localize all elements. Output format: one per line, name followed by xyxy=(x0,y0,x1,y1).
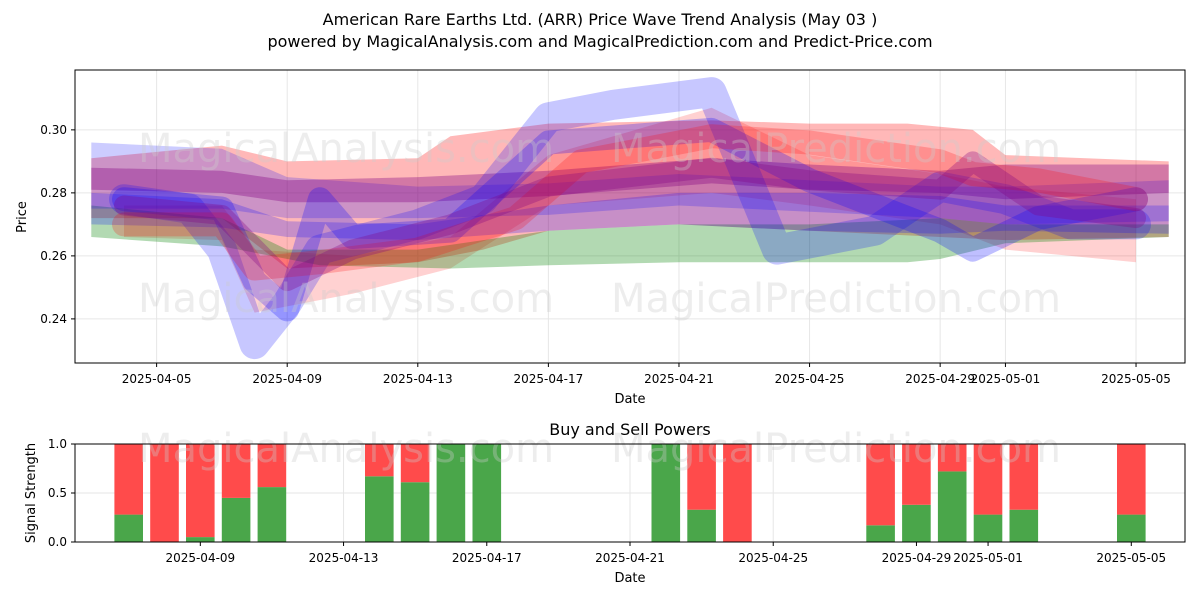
blue-trend-band xyxy=(91,142,1169,225)
buy-power-bar xyxy=(400,482,430,542)
buy-power-bar xyxy=(866,525,895,542)
buy-power-bar xyxy=(472,444,502,542)
watermark-magicalanalysis-bottom: MagicalAnalysis.com xyxy=(138,426,554,472)
buy-sell-panel: Buy and Sell Powers MagicalAnalysis.com … xyxy=(24,420,1186,586)
buy-power-bar xyxy=(687,509,716,542)
sell-power-bar xyxy=(973,444,1003,515)
sell-power-bar xyxy=(400,444,430,483)
chart-title-line1: American Rare Earths Ltd. (ARR) Price Wa… xyxy=(323,10,878,29)
buy-power-bar xyxy=(221,497,251,542)
signal-x-axis-label: Date xyxy=(614,571,645,586)
price-x-tick-label: 2025-04-05 xyxy=(122,372,192,386)
signal-x-tick-label: 2025-04-25 xyxy=(738,551,808,565)
sell-power-bar xyxy=(365,444,394,477)
signal-y-tick-label: 1.0 xyxy=(48,437,67,451)
buy-power-bar xyxy=(436,444,466,542)
chart-title-line2: powered by MagicalAnalysis.com and Magic… xyxy=(267,32,932,51)
watermark-magicalprediction-top: MagicalPrediction.com xyxy=(611,126,1061,172)
price-y-tick-label: 0.24 xyxy=(40,312,67,326)
watermark-magicalanalysis-top: MagicalAnalysis.com xyxy=(138,126,554,172)
signal-y-tick-label: 0.5 xyxy=(48,486,67,500)
blue-trend-band xyxy=(91,192,1169,241)
price-x-tick-label: 2025-04-21 xyxy=(644,372,714,386)
price-x-tick-label: 2025-05-01 xyxy=(971,372,1041,386)
blue-wave-line xyxy=(112,117,1148,322)
price-y-tick-label: 0.26 xyxy=(40,249,67,263)
sell-power-bar xyxy=(221,444,251,498)
signal-x-tick-label: 2025-04-17 xyxy=(452,551,522,565)
blue-wave-line xyxy=(109,77,1151,360)
price-axes: 2025-04-05 2025-04-09 2025-04-13 2025-04-17… xyxy=(40,123,1171,386)
price-y-axis-label: Price xyxy=(15,201,30,233)
signal-axes: 2025-04-09 2025-04-13 2025-04-17 2025-04-21… xyxy=(48,437,1166,565)
buy-power-bar xyxy=(1117,514,1146,542)
sell-power-bar xyxy=(150,444,179,542)
buy-power-bar xyxy=(257,487,287,542)
watermark-magicalprediction-mid: MagicalPrediction.com xyxy=(611,276,1061,322)
price-grid xyxy=(75,70,1185,363)
buy-power-bar xyxy=(114,514,143,542)
signal-x-tick-label: 2025-04-29 xyxy=(882,551,952,565)
sell-power-bar xyxy=(257,444,287,488)
buy-power-bar xyxy=(651,444,681,542)
signal-x-tick-label: 2025-05-01 xyxy=(953,551,1023,565)
price-plot-background xyxy=(75,70,1185,363)
price-x-tick-label: 2025-04-17 xyxy=(514,372,584,386)
red-trend-band xyxy=(91,120,1169,269)
signal-x-tick-label: 2025-04-13 xyxy=(309,551,379,565)
price-wave-panel: MagicalAnalysis.com MagicalPrediction.co… xyxy=(15,69,1186,407)
watermark-magicalprediction-bottom: MagicalPrediction.com xyxy=(611,426,1061,472)
green-trend-band xyxy=(91,205,1169,269)
sell-power-bar xyxy=(186,444,215,538)
buy-power-bar xyxy=(937,471,967,542)
sell-power-bar xyxy=(723,444,752,542)
sell-power-bar xyxy=(1009,444,1039,510)
buy-power-bar xyxy=(973,514,1003,542)
sell-power-bar xyxy=(937,444,967,472)
price-x-tick-label: 2025-05-05 xyxy=(1101,372,1171,386)
purple-wave-line xyxy=(114,151,1146,292)
buy-power-bar xyxy=(1009,509,1039,542)
purple-trend-band xyxy=(91,158,1169,203)
price-x-tick-label: 2025-04-13 xyxy=(383,372,453,386)
buy-power-bar xyxy=(902,504,931,542)
sell-power-bar xyxy=(114,444,143,515)
signal-y-axis-label: Signal Strength xyxy=(24,443,39,543)
price-y-tick-label: 0.30 xyxy=(40,123,67,137)
red-trend-band xyxy=(124,107,1136,313)
buy-power-bar xyxy=(365,476,394,542)
red-wave-line xyxy=(112,124,1148,281)
sell-power-bar xyxy=(1117,444,1146,515)
signal-x-tick-label: 2025-05-05 xyxy=(1096,551,1166,565)
price-y-tick-label: 0.28 xyxy=(40,186,67,200)
price-x-tick-label: 2025-04-29 xyxy=(905,372,975,386)
price-x-tick-label: 2025-04-25 xyxy=(775,372,845,386)
price-bands xyxy=(91,107,1169,313)
price-waves xyxy=(109,77,1151,360)
sell-power-bar xyxy=(866,444,895,526)
buy-power-bar xyxy=(186,537,215,542)
price-x-tick-label: 2025-04-09 xyxy=(252,372,322,386)
buy-sell-title: Buy and Sell Powers xyxy=(549,420,711,439)
watermark-magicalanalysis-mid: MagicalAnalysis.com xyxy=(138,276,554,322)
sell-power-bar xyxy=(902,444,931,505)
signal-bars xyxy=(114,444,1146,542)
signal-y-tick-label: 0.0 xyxy=(48,535,67,549)
price-x-axis-label: Date xyxy=(614,392,645,407)
signal-x-tick-label: 2025-04-09 xyxy=(165,551,235,565)
signal-x-tick-label: 2025-04-21 xyxy=(595,551,665,565)
price-plot-frame xyxy=(74,69,1186,364)
sell-power-bar xyxy=(687,444,716,510)
